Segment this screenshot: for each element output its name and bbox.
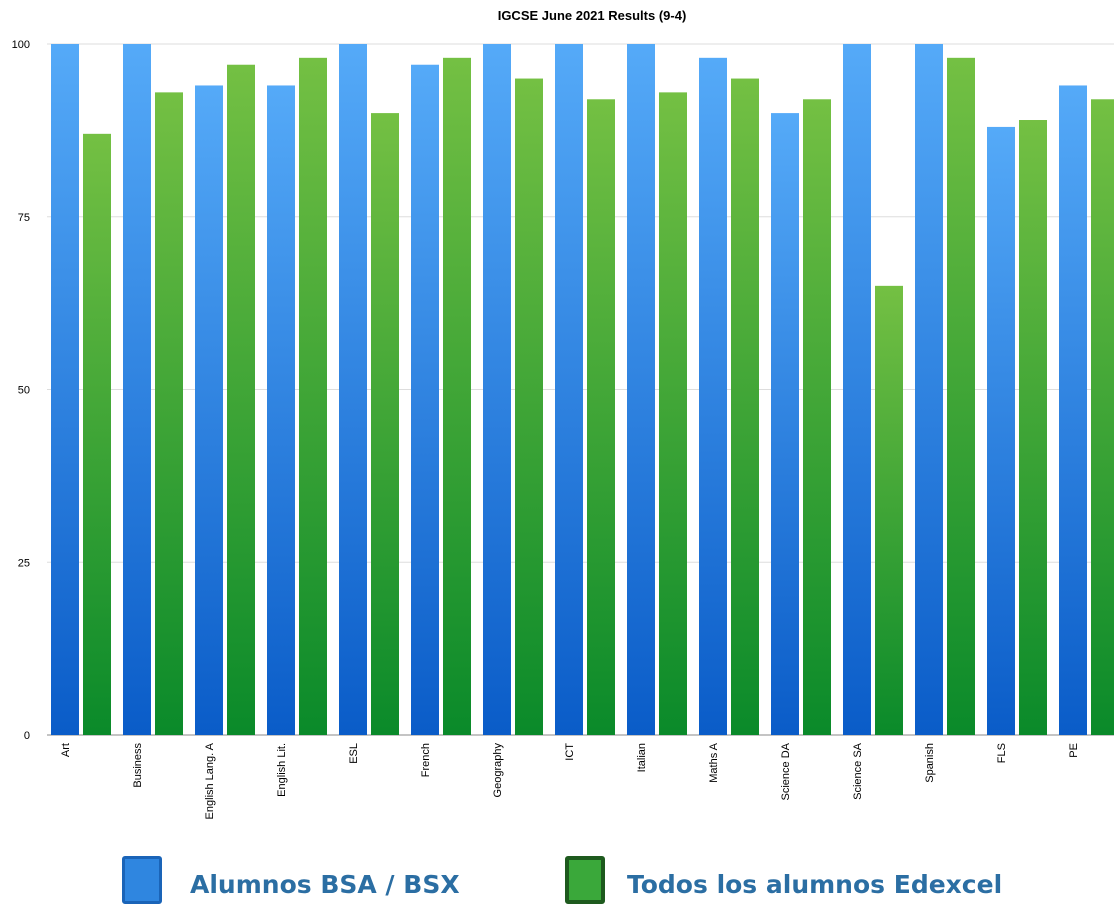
y-tick-label: 100	[12, 39, 30, 51]
bar-bsa	[627, 44, 655, 735]
x-tick-label: ESL	[348, 743, 360, 764]
bar-bsa	[411, 64, 439, 736]
bar-bsa	[195, 85, 223, 735]
y-tick-label: 25	[18, 557, 30, 569]
x-tick-label: ICT	[564, 743, 576, 761]
legend-swatch-blue	[122, 856, 162, 904]
x-tick-label: FLS	[996, 743, 1008, 763]
bar-edexcel	[803, 99, 831, 735]
x-tick-label: Geography	[492, 743, 504, 798]
x-tick-label: Business	[132, 743, 144, 788]
y-tick-label: 50	[18, 385, 30, 397]
bar-bsa	[987, 126, 1015, 736]
bar-edexcel	[371, 113, 399, 736]
bar-bsa	[483, 44, 511, 735]
bar-edexcel	[515, 78, 543, 736]
legend-label: Alumnos BSA / BSX	[190, 870, 460, 899]
bar-bsa	[555, 44, 583, 735]
bar-edexcel	[731, 78, 759, 736]
y-tick-label: 75	[18, 212, 30, 224]
x-tick-label: English Lang. A	[204, 742, 216, 819]
legend-label: Todos los alumnos Edexcel	[627, 870, 1003, 899]
bar-edexcel	[1019, 120, 1047, 735]
bar-edexcel	[875, 285, 903, 735]
bar-edexcel	[83, 133, 111, 735]
bar-bsa	[267, 85, 295, 735]
x-tick-label: Italian	[636, 743, 648, 772]
bar-bsa	[51, 44, 79, 735]
bar-chart: 0 25 50 75 100 Art Business English Lang. A Engl…	[12, 39, 1114, 819]
bar-bsa	[339, 44, 367, 735]
x-tick-label: English Lit.	[276, 743, 288, 797]
bars	[51, 44, 1114, 736]
x-tick-label: Spanish	[924, 743, 936, 783]
bar-edexcel	[155, 92, 183, 736]
bar-edexcel	[587, 99, 615, 735]
x-tick-label: French	[420, 743, 432, 777]
bar-bsa	[771, 113, 799, 736]
bar-edexcel	[299, 57, 327, 735]
bar-edexcel	[443, 57, 471, 735]
bar-edexcel	[1091, 99, 1114, 735]
bar-edexcel	[947, 57, 975, 735]
bar-bsa	[915, 44, 943, 735]
chart-title: IGCSE June 2021 Results (9-4)	[497, 8, 687, 23]
x-tick-label: Science SA	[852, 742, 864, 800]
bar-bsa	[123, 44, 151, 735]
x-tick-label: Art	[60, 743, 72, 757]
legend-swatch-green	[565, 856, 605, 904]
x-tick-label: PE	[1068, 743, 1080, 758]
y-tick-label: 0	[24, 730, 30, 742]
x-tick-label: Maths A	[708, 742, 720, 782]
bar-edexcel	[659, 92, 687, 736]
bar-bsa	[843, 44, 871, 735]
bar-edexcel	[227, 64, 255, 736]
axis-labels: 0 25 50 75 100 Art Business English Lang. A Engl…	[12, 39, 1080, 819]
x-tick-label: Science DA	[780, 742, 792, 800]
bar-bsa	[1059, 85, 1087, 735]
bar-bsa	[699, 57, 727, 735]
